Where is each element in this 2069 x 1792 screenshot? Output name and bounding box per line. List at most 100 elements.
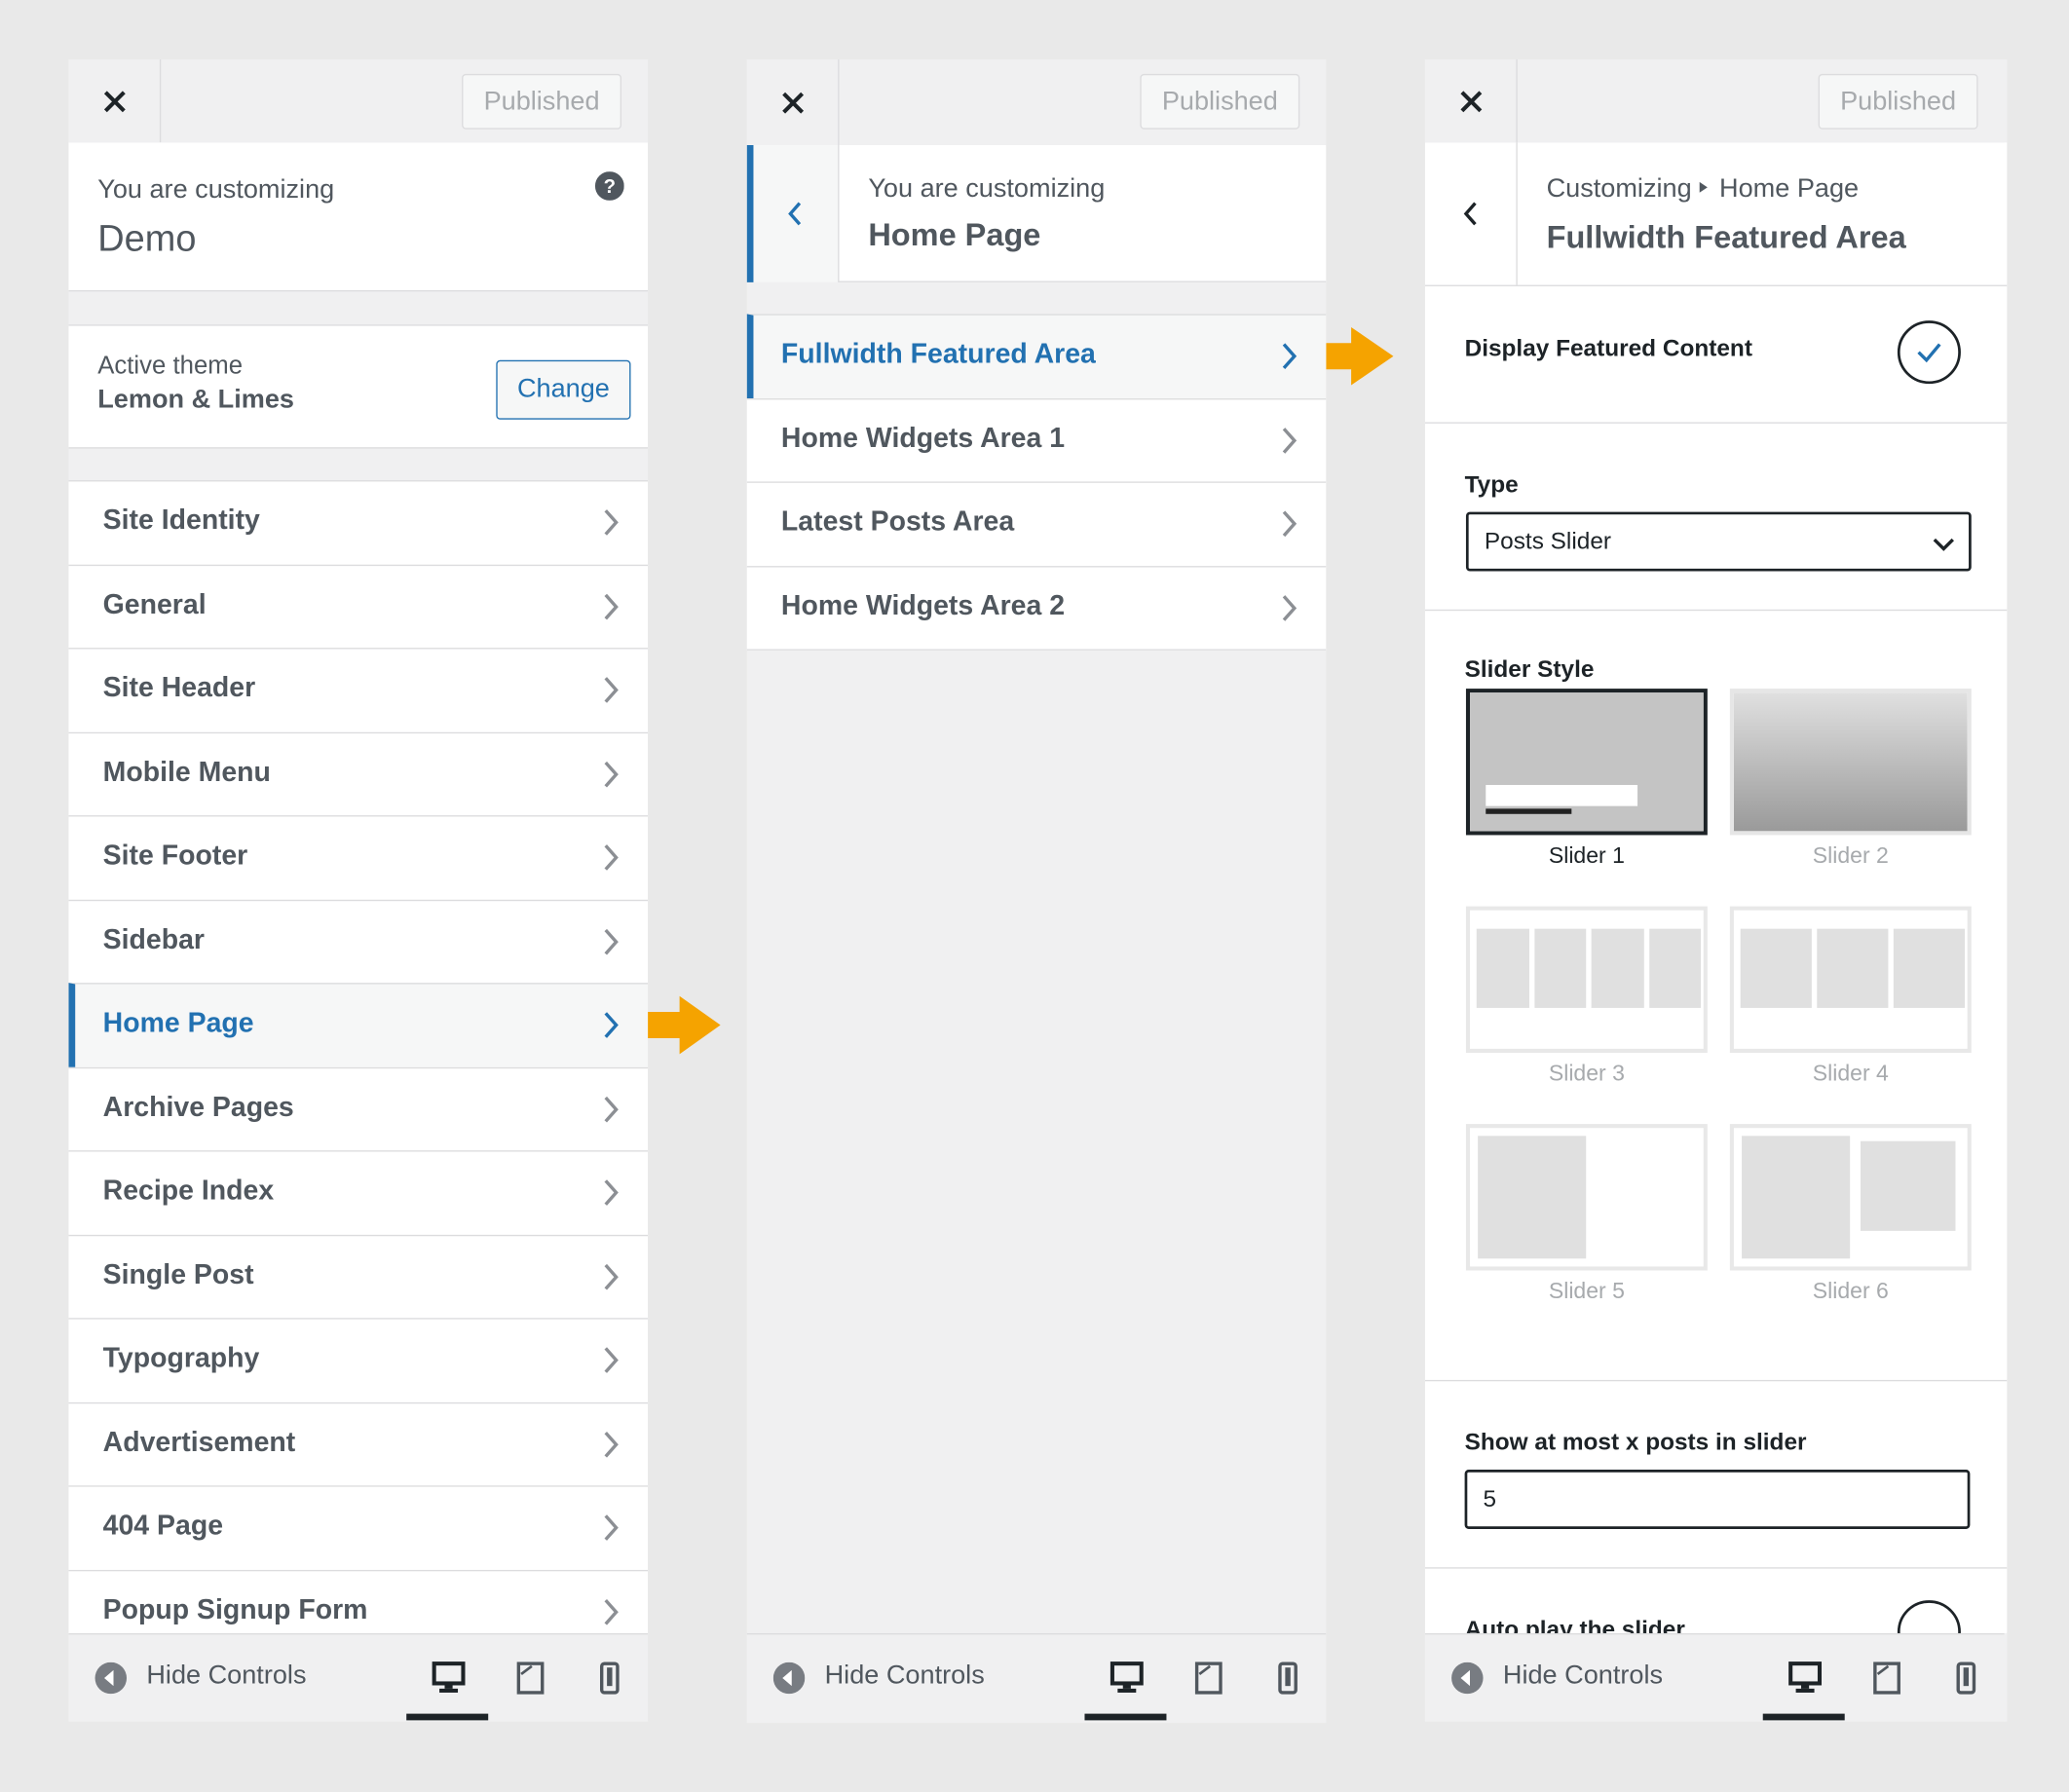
help-icon[interactable]: ? xyxy=(594,171,624,207)
thumb xyxy=(1533,928,1587,1008)
max-posts-input[interactable]: 5 xyxy=(1464,1470,1971,1529)
menu-item[interactable]: Site Footer xyxy=(68,815,649,900)
hide-controls[interactable]: Hide Controls xyxy=(824,1661,985,1691)
slider-option[interactable] xyxy=(1465,906,1708,1053)
device-mobile[interactable] xyxy=(1277,1661,1298,1701)
slider-option[interactable] xyxy=(1729,906,1972,1053)
device-desktop[interactable] xyxy=(1110,1661,1144,1701)
menu-item[interactable]: Typography xyxy=(68,1318,649,1402)
menu-item[interactable]: Home Widgets Area 1 xyxy=(746,397,1327,483)
chevron xyxy=(600,927,621,963)
collapse-icon[interactable] xyxy=(772,1661,806,1700)
menu-item[interactable]: Advertisement xyxy=(68,1401,649,1486)
menu-item[interactable]: Archive Pages xyxy=(68,1066,649,1151)
change-button[interactable]: Change xyxy=(496,359,631,420)
chevron xyxy=(600,508,621,544)
menu-item[interactable]: Home Widgets Area 2 xyxy=(746,565,1327,651)
info-section xyxy=(746,145,1327,282)
slider-option[interactable] xyxy=(1465,1124,1708,1271)
menu-item[interactable]: Fullwidth Featured Area xyxy=(746,314,1327,399)
slider-label: Slider 6 xyxy=(1812,1278,1889,1304)
device-tablet[interactable] xyxy=(1194,1661,1223,1701)
device-mobile[interactable] xyxy=(1956,1661,1977,1701)
menu-item[interactable]: Latest Posts Area xyxy=(746,481,1327,567)
chevron xyxy=(600,760,621,796)
thumb xyxy=(1476,928,1529,1008)
close-button[interactable] xyxy=(747,58,840,147)
display-checkbox[interactable] xyxy=(1897,319,1963,392)
menu-item[interactable]: Site Header xyxy=(68,648,649,732)
close-button[interactable] xyxy=(1425,58,1518,144)
thumb xyxy=(1733,692,1968,832)
menu-item-label: Typography xyxy=(102,1342,260,1374)
slider-option[interactable] xyxy=(1729,689,1972,836)
menu-item[interactable]: Sidebar xyxy=(68,899,649,984)
device-tablet[interactable] xyxy=(516,1661,545,1701)
chevron xyxy=(600,1597,621,1633)
type-value: Posts Slider xyxy=(1484,527,1612,554)
slider-label: Slider 1 xyxy=(1548,842,1625,869)
thumb xyxy=(1470,692,1704,832)
chevron xyxy=(600,1346,621,1382)
slider-style-label: Slider Style xyxy=(1464,655,1595,683)
published-button[interactable]: Published xyxy=(1140,73,1300,130)
site-name: Demo xyxy=(97,217,197,259)
slider-label: Slider 2 xyxy=(1812,842,1889,869)
device-desktop[interactable] xyxy=(1787,1661,1823,1701)
sep xyxy=(1424,284,2008,286)
device-mobile[interactable] xyxy=(599,1661,621,1701)
chevron xyxy=(600,1095,621,1131)
slider-option[interactable] xyxy=(1729,1124,1972,1271)
collapse-icon[interactable] xyxy=(1451,1661,1484,1700)
type-select[interactable]: Posts Slider xyxy=(1465,511,1972,572)
theme-name: Lemon & Limes xyxy=(97,385,294,415)
thumb xyxy=(1742,1136,1851,1259)
close-button[interactable] xyxy=(68,58,162,144)
menu-item-label: Fullwidth Featured Area xyxy=(780,339,1096,370)
chevron xyxy=(600,1430,621,1466)
active-theme-label: Active theme xyxy=(97,352,244,381)
menu-item[interactable]: Recipe Index xyxy=(68,1150,649,1235)
footer xyxy=(1424,1632,2005,1722)
slider-option[interactable] xyxy=(1465,689,1708,836)
thumb xyxy=(1817,928,1889,1008)
customizing-label: You are customizing xyxy=(97,175,335,205)
menu-item-label: Site Footer xyxy=(102,840,248,872)
chevron xyxy=(600,1011,621,1047)
back-button[interactable] xyxy=(1425,142,1518,285)
menu-item[interactable]: Single Post xyxy=(68,1234,649,1319)
published-button[interactable]: Published xyxy=(462,73,622,130)
items-bottom xyxy=(746,649,1327,651)
menu-item-label: Home Widgets Area 1 xyxy=(780,423,1066,454)
svg-text:?: ? xyxy=(604,176,616,198)
menu-item[interactable]: Home Page xyxy=(68,983,649,1067)
device-underline xyxy=(406,1713,489,1721)
sep xyxy=(1424,1379,2008,1382)
chevron xyxy=(600,592,621,628)
thumb xyxy=(1591,928,1644,1008)
chevron xyxy=(600,1513,621,1549)
menu-item-label: Single Post xyxy=(102,1258,254,1290)
chevron xyxy=(600,1262,621,1298)
select-arrow xyxy=(1933,535,1954,558)
back-button[interactable] xyxy=(746,145,840,282)
hide-controls[interactable]: Hide Controls xyxy=(146,1661,307,1691)
device-desktop[interactable] xyxy=(432,1661,466,1701)
device-tablet[interactable] xyxy=(1872,1661,1901,1701)
collapse-icon[interactable] xyxy=(94,1661,128,1700)
type-label: Type xyxy=(1464,470,1519,498)
section-title: Fullwidth Featured Area xyxy=(1546,220,1906,256)
menu-item[interactable]: 404 Page xyxy=(68,1485,649,1570)
menu-item-label: Mobile Menu xyxy=(102,756,271,788)
menu-item[interactable]: Site Identity xyxy=(68,480,649,565)
menu-item-label: Sidebar xyxy=(102,923,206,955)
thumb-caption xyxy=(1486,784,1638,806)
menu-item[interactable]: General xyxy=(68,564,649,649)
thumb-bar xyxy=(1486,808,1572,814)
published-button[interactable]: Published xyxy=(1818,73,1978,130)
panel-section: Published You are customizing Home Page Ful… xyxy=(746,58,1327,1724)
menu-item-label: Home Page xyxy=(102,1007,254,1039)
menu-item[interactable]: Mobile Menu xyxy=(68,731,649,816)
hide-controls[interactable]: Hide Controls xyxy=(1502,1661,1664,1691)
